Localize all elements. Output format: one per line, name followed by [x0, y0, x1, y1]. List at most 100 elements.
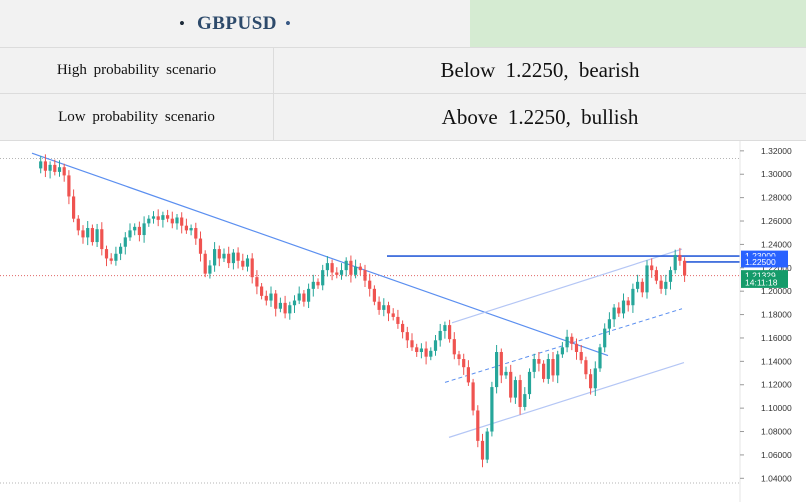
y-tick-label: 1.12000 — [761, 380, 792, 390]
candle-body — [203, 253, 207, 274]
bullet-right: • — [285, 13, 291, 33]
y-tick-label: 1.26000 — [761, 216, 792, 226]
candle-body — [584, 360, 588, 375]
candle-body — [678, 254, 682, 261]
price-label-box — [741, 256, 788, 268]
candle-body — [382, 305, 386, 310]
symbol-cell: • GBPUSD • — [0, 0, 470, 47]
candle-body — [302, 293, 306, 302]
candle-body — [119, 246, 123, 254]
candle-body — [222, 253, 226, 259]
candle-body — [415, 347, 419, 352]
y-tick-label: 1.18000 — [761, 310, 792, 320]
symbol-title: GBPUSD — [196, 12, 278, 34]
downtrend-line — [31, 152, 609, 357]
candle-body — [603, 328, 607, 348]
candle-body — [645, 265, 649, 293]
candle-body — [560, 347, 564, 355]
candle-body — [72, 196, 76, 219]
candle-body — [593, 368, 597, 389]
candle-body — [213, 249, 217, 266]
candle-body — [452, 339, 456, 355]
candle-body — [419, 348, 423, 352]
candle-body — [476, 410, 480, 441]
price-axis-background — [740, 141, 806, 502]
scenario-label: Low probability scenario — [0, 94, 274, 140]
candle-body — [43, 161, 47, 171]
candle-body — [260, 286, 264, 296]
channel-mid-line — [444, 308, 683, 383]
candle-body — [368, 280, 372, 289]
y-tick-label: 1.30000 — [761, 169, 792, 179]
candle-body — [471, 382, 475, 411]
candle-body — [133, 226, 137, 231]
candle-body — [612, 307, 616, 320]
candle-body — [490, 387, 494, 432]
candle-body — [67, 175, 71, 197]
price-label-text: 1.22500 — [745, 257, 776, 267]
candle-body — [537, 359, 541, 364]
candle-body — [90, 228, 94, 243]
candle-body — [433, 340, 438, 351]
candle-body — [636, 281, 640, 289]
price-label-box — [741, 276, 788, 288]
candle-body — [448, 325, 452, 340]
scenario-value: Above 1.2250, bullish — [274, 94, 806, 140]
candle-body — [523, 394, 527, 407]
candle-body — [466, 367, 470, 383]
candle-body — [175, 217, 179, 224]
candle-body — [556, 354, 560, 376]
bullet-left: • — [179, 13, 185, 33]
candle-body — [546, 359, 550, 379]
candle-body — [617, 307, 621, 314]
candle-body — [504, 371, 508, 376]
candle-body — [659, 280, 663, 289]
candle-body — [330, 263, 334, 273]
candle-body — [462, 359, 466, 368]
price-chart: 1.32000 1.30000 1.28000 1.26000 1.24000 1.220… — [0, 141, 806, 502]
channel-upper-line — [451, 248, 683, 324]
candle-body — [607, 319, 611, 329]
candle-body — [288, 305, 292, 314]
candle-body — [227, 253, 231, 264]
candle-body — [250, 258, 254, 278]
candle-body — [664, 281, 668, 289]
candle-body — [349, 260, 353, 275]
candle-body — [321, 270, 325, 286]
candle-body — [269, 293, 273, 301]
candle-body — [443, 325, 447, 331]
candle-body — [673, 254, 677, 271]
candle-body — [180, 217, 184, 226]
y-tick-label: 1.08000 — [761, 427, 792, 437]
y-tick-label: 1.06000 — [761, 450, 792, 460]
candle-body — [39, 161, 43, 169]
candle-body — [137, 226, 141, 236]
candle-body — [668, 270, 673, 282]
candle-body — [518, 380, 522, 407]
candle-body — [48, 164, 52, 171]
candle-body — [128, 230, 132, 238]
chart-svg: 1.32000 1.30000 1.28000 1.26000 1.24000 1.220… — [0, 141, 806, 502]
y-tick-label: 1.32000 — [761, 146, 792, 156]
candle-body — [62, 167, 66, 176]
scenario-table: • GBPUSD • High probability scenario Bel… — [0, 0, 806, 141]
candle-body — [391, 313, 395, 317]
y-tick-label: 1.22000 — [761, 263, 792, 273]
candle-body — [499, 352, 503, 376]
candle-body — [363, 270, 367, 281]
candle-body — [307, 288, 311, 302]
candle-body — [189, 228, 193, 231]
candle-body — [151, 216, 156, 219]
y-tick-label: 1.10000 — [761, 403, 792, 413]
candle-body — [396, 316, 400, 324]
candle-body — [631, 288, 635, 306]
candle-body — [621, 300, 626, 314]
price-label-text: 1.23000 — [745, 251, 776, 261]
candle-body — [654, 270, 658, 281]
candle-body — [650, 265, 654, 271]
candle-body — [57, 167, 62, 172]
candle-body — [278, 302, 282, 309]
candle-body — [86, 228, 90, 238]
candle-body — [217, 249, 221, 259]
price-label-box — [741, 250, 788, 262]
